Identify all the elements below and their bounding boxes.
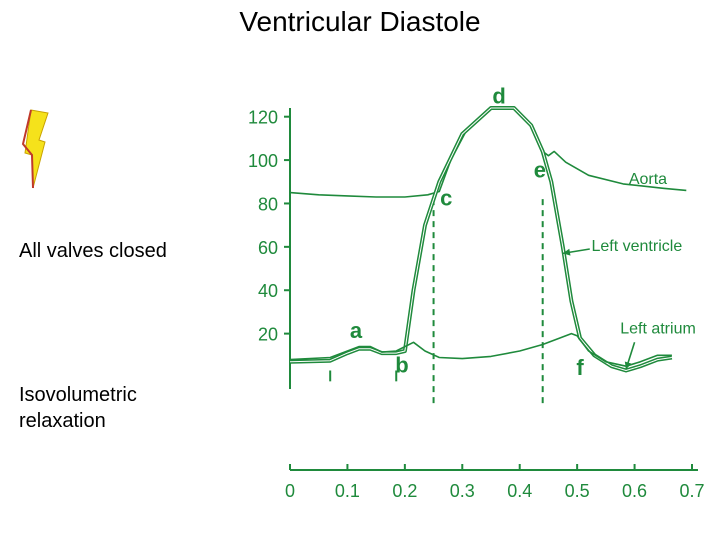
y-tick-label: 60 bbox=[258, 238, 278, 258]
y-tick-label: 100 bbox=[248, 151, 278, 171]
point-label-a: a bbox=[350, 318, 363, 343]
y-tick-label: 20 bbox=[258, 325, 278, 345]
y-tick-label: 120 bbox=[248, 108, 278, 128]
y-tick-label: 80 bbox=[258, 194, 278, 214]
left-ventricle-inner-line bbox=[289, 107, 672, 371]
point-label-b: b bbox=[395, 353, 408, 378]
x-tick-label: 0.6 bbox=[622, 481, 647, 501]
left-atrium-annotation: Left atrium bbox=[620, 321, 696, 338]
x-tick-label: 0.1 bbox=[335, 481, 360, 501]
x-tick-label: 0.5 bbox=[565, 481, 590, 501]
left-ventricle-annotation: Left ventricle bbox=[592, 238, 683, 255]
x-tick-label: 0 bbox=[285, 481, 295, 501]
left-atrium-line bbox=[289, 332, 672, 367]
left-ventricle-arrow-head bbox=[562, 248, 571, 256]
aorta-annotation: Aorta bbox=[629, 171, 667, 188]
point-label-d: d bbox=[492, 84, 505, 109]
x-tick-label: 0.4 bbox=[507, 481, 532, 501]
point-label-f: f bbox=[576, 355, 584, 380]
slide-title: Ventricular Diastole bbox=[239, 6, 481, 37]
aorta-line bbox=[289, 107, 687, 198]
x-tick-label: 0.3 bbox=[450, 481, 475, 501]
left-atrium-arrow-head bbox=[624, 361, 632, 370]
lightning-bolt-icon bbox=[21, 109, 49, 189]
all-valves-closed-label: All valves closed bbox=[19, 240, 167, 262]
point-label-c: c bbox=[440, 186, 452, 211]
isovolumetric-relaxation-label: Isovolumetric relaxation bbox=[19, 384, 137, 432]
point-label-e: e bbox=[534, 157, 546, 182]
x-tick-label: 0.2 bbox=[392, 481, 417, 501]
pressure-chart: 20 40 60 80 100 120 0 0.1 0.2 0.3 0.4 0.5 0.6 0.7 a b c d… bbox=[248, 84, 705, 501]
x-tick-label: 0.7 bbox=[679, 481, 704, 501]
y-tick-label: 40 bbox=[258, 281, 278, 301]
